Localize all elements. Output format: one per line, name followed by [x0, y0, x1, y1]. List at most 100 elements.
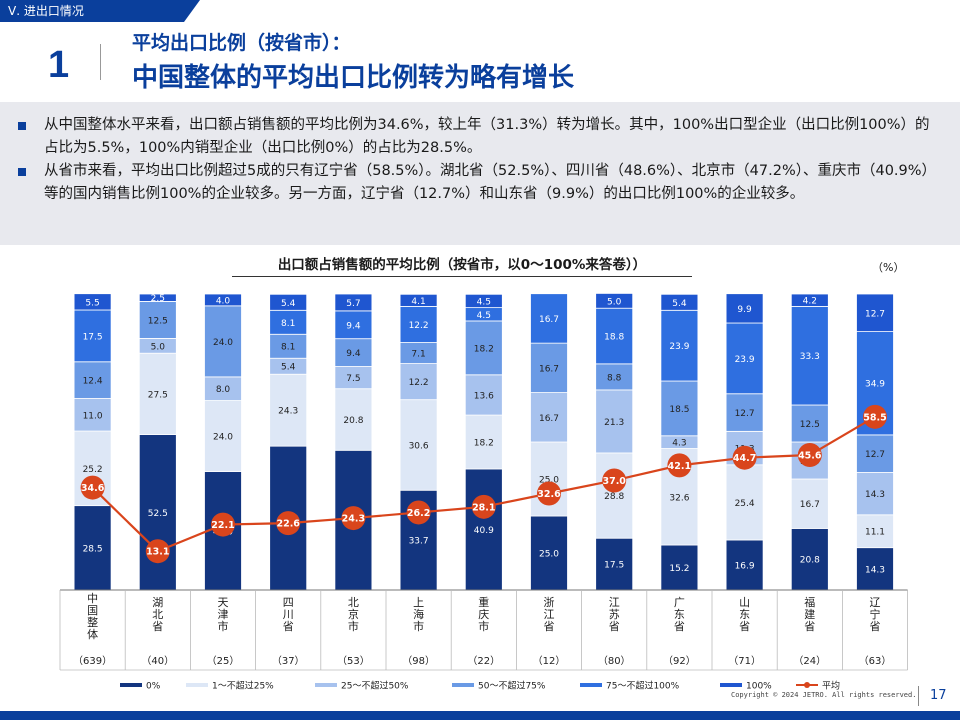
category-label: 省: [152, 620, 163, 633]
bar-segment: [595, 293, 634, 309]
category-label: 津: [218, 608, 229, 621]
bar-value-label: 8.1: [281, 319, 295, 329]
average-value-label: 13.1: [146, 547, 169, 558]
page-subtitle: 平均出口比例（按省市）：: [132, 32, 351, 54]
bar-segment: [660, 293, 699, 311]
bar-segment: [399, 293, 438, 307]
bar-value-label: 33.7: [409, 537, 429, 547]
average-point: [406, 500, 431, 525]
bar-value-label: 18.5: [669, 405, 689, 415]
bar-segment: [204, 400, 242, 472]
average-point: [602, 468, 627, 493]
summary-box: 从中国整体水平来看，出口额占销售额的平均比例为34.6%，较上年（31.3%）转…: [0, 102, 960, 245]
bullet-square-icon: [18, 168, 26, 176]
average-value-label: 34.6: [81, 483, 105, 494]
bar-value-label: 40.9: [474, 526, 494, 536]
category-label: 体: [87, 627, 98, 641]
bar-segment: [269, 373, 308, 447]
page-separator: [918, 686, 919, 706]
bar-value-label: 25.2: [83, 465, 103, 475]
sample-count-label: （40）: [141, 655, 174, 667]
bar-value-label: 5.4: [672, 299, 687, 309]
category-label: 天: [218, 596, 229, 609]
bar-value-label: 4.5: [477, 311, 491, 321]
legend-label: 50～不超过75%: [478, 680, 546, 692]
category-label: 北: [152, 608, 163, 621]
category-label: 江: [609, 596, 620, 609]
bar-value-label: 18.2: [474, 344, 494, 354]
bar-value-label: 5.7: [346, 299, 360, 309]
category-label: 省: [739, 620, 750, 633]
category-label: 建: [804, 607, 815, 621]
average-value-label: 22.1: [211, 520, 234, 531]
bar-segment: [856, 472, 894, 516]
bar-value-label: 8.8: [607, 373, 622, 383]
average-point: [732, 445, 757, 470]
bar-segment: [464, 414, 503, 470]
bar-value-label: 5.4: [281, 299, 296, 309]
average-value-label: 24.3: [342, 514, 365, 525]
bar-segment: [530, 342, 568, 393]
bar-value-label: 21.3: [604, 418, 624, 428]
bar-segment: [595, 389, 634, 454]
legend-swatch: [315, 683, 337, 687]
legend-label: 0%: [146, 682, 161, 692]
bar-value-label: 23.9: [735, 355, 755, 365]
category-label: 山: [739, 596, 750, 609]
bar-value-label: 2.5: [151, 294, 165, 304]
bar-segment: [269, 293, 308, 311]
average-value-label: 26.2: [407, 508, 430, 519]
category-label: 四: [283, 596, 294, 609]
bar-value-label: 24.0: [213, 338, 233, 348]
bar-value-label: 5.0: [607, 297, 622, 307]
bar-value-label: 4.1: [411, 297, 425, 307]
bar-value-label: 25.0: [539, 550, 559, 560]
category-label: 福: [804, 595, 815, 609]
category-label: 宁: [870, 607, 881, 621]
bar-segment: [856, 434, 894, 473]
sample-count-label: （71）: [728, 655, 761, 667]
bar-value-label: 16.7: [539, 315, 559, 325]
bar-segment: [856, 547, 894, 591]
bar-segment: [464, 293, 503, 309]
sample-count-label: （12）: [533, 655, 566, 667]
bar-value-label: 18.2: [474, 439, 494, 449]
average-point: [145, 539, 170, 564]
sample-count-label: （22）: [467, 655, 500, 667]
category-label: 市: [218, 619, 229, 633]
bar-segment: [138, 293, 177, 302]
bar-segment: [204, 293, 242, 307]
bar-value-label: 23.9: [669, 342, 689, 352]
bar-segment: [530, 293, 568, 344]
summary-bullet-1: 从中国整体水平来看，出口额占销售额的平均比例为34.6%，较上年（31.3%）转…: [18, 114, 938, 160]
bar-value-label: 20.8: [343, 416, 363, 426]
category-label: 重: [478, 595, 489, 609]
bar-value-label: 16.7: [800, 500, 820, 510]
legend-label: 100%: [746, 682, 772, 692]
bar-segment: [334, 388, 373, 451]
summary-text-2: 从省市来看，平均出口比例超过5成的只有辽宁省（58.5%）。湖北省（52.5%）…: [44, 163, 937, 202]
sample-count-label: （92）: [663, 655, 696, 667]
bar-segment: [399, 399, 438, 491]
bar-value-label: 12.2: [409, 378, 429, 388]
bar-value-label: 24.0: [213, 433, 233, 443]
bar-value-label: 30.6: [409, 441, 429, 451]
bar-segment: [399, 306, 438, 343]
bar-value-label: 16.7: [539, 364, 559, 374]
footer-bar: [0, 711, 960, 720]
bar-value-label: 28.5: [83, 544, 103, 554]
bar-value-label: 4.0: [216, 296, 231, 306]
legend-swatch: [452, 683, 474, 687]
legend-swatch: [720, 683, 742, 687]
bar-value-label: 5.0: [151, 342, 166, 352]
sample-count-label: （98）: [402, 655, 435, 667]
legend-label: 75～不超过100%: [606, 680, 680, 692]
bar-segment: [530, 392, 568, 443]
summary-text-1: 从中国整体水平来看，出口额占销售额的平均比例为34.6%，较上年（31.3%）转…: [44, 117, 930, 156]
average-value-label: 44.7: [733, 453, 756, 464]
average-point: [211, 512, 235, 537]
bar-value-label: 13.6: [474, 391, 494, 401]
average-point: [341, 506, 366, 531]
average-value-label: 37.0: [602, 476, 626, 487]
bar-segment: [725, 293, 764, 324]
